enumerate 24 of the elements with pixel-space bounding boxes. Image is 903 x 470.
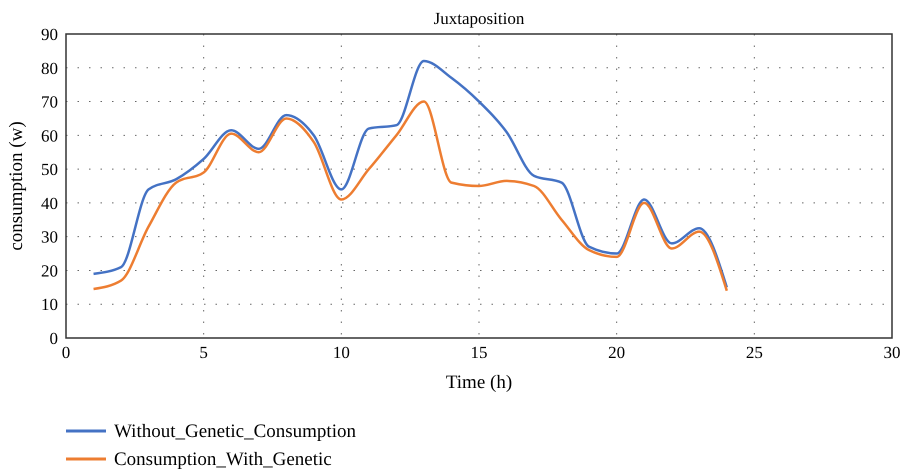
legend-label: Consumption_With_Genetic	[114, 449, 332, 470]
y-tick-label: 40	[41, 194, 58, 213]
y-tick-label: 50	[41, 160, 58, 180]
x-tick-label: 15	[470, 343, 488, 362]
chart-title: Juxtaposition	[434, 9, 525, 28]
line-series	[92, 100, 728, 292]
x-tick-label: 0	[62, 343, 70, 362]
line-series	[92, 60, 728, 289]
y-tick-label: 90	[41, 25, 58, 44]
x-tick-label: 5	[199, 343, 208, 362]
y-tick-label: 80	[41, 58, 58, 78]
x-tick-label: 30	[884, 343, 900, 362]
legend-label: Without_Genetic_Consumption	[114, 421, 356, 442]
y-tick-label: 60	[41, 126, 58, 146]
y-tick-label: 0	[50, 329, 58, 348]
y-tick-label: 20	[41, 261, 58, 280]
y-tick-label: 70	[41, 92, 58, 112]
x-tick-label: 10	[332, 343, 350, 362]
x-tick-label: 20	[608, 343, 626, 362]
y-tick-label: 30	[41, 228, 58, 247]
y-axis-title: consumption (w)	[6, 121, 27, 251]
x-tick-label: 25	[746, 343, 763, 362]
y-tick-label: 10	[41, 295, 58, 314]
x-axis-title: Time (h)	[446, 372, 512, 393]
